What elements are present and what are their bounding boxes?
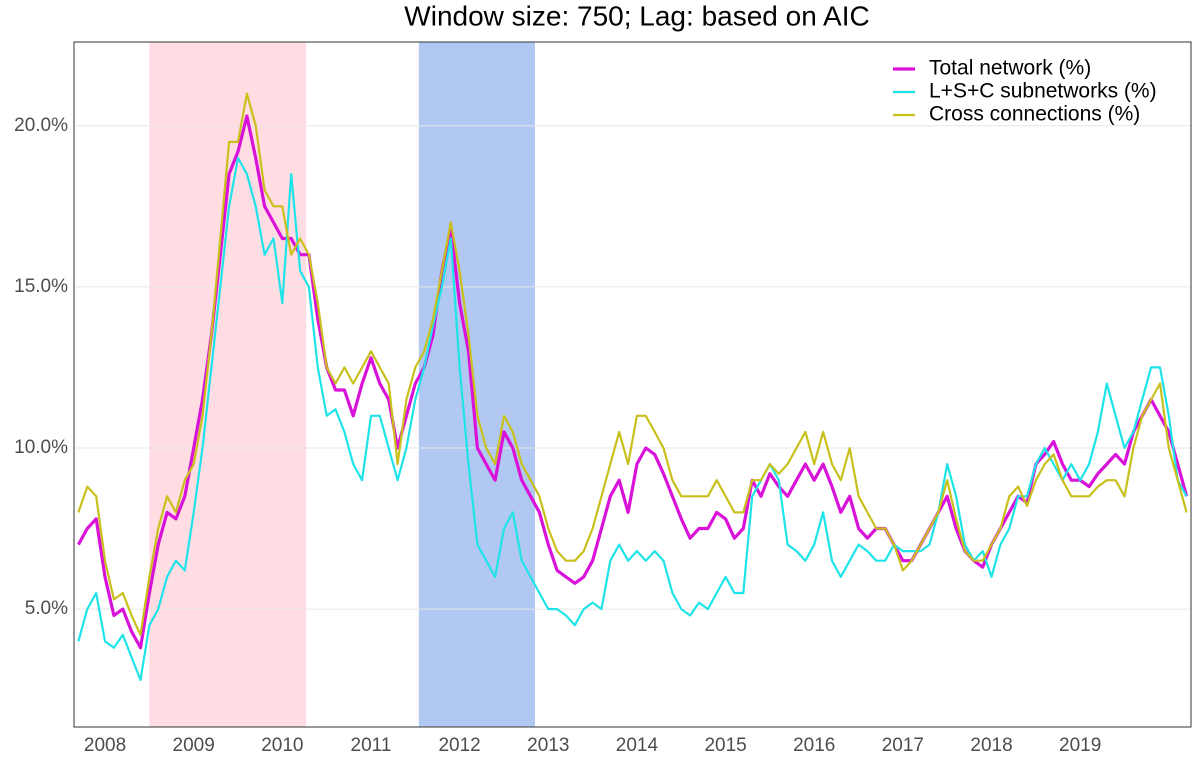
series-line bbox=[77, 92, 1188, 636]
chart-title: Window size: 750; Lag: based on AIC bbox=[404, 0, 869, 31]
x-tick-label: 2009 bbox=[173, 735, 215, 756]
x-tick-label: 2011 bbox=[351, 735, 392, 756]
legend-label: Cross connections (%) bbox=[929, 103, 1140, 126]
x-tick-label: 2010 bbox=[261, 735, 303, 756]
y-tick-label: 5.0% bbox=[25, 598, 68, 619]
x-tick-label: 2014 bbox=[616, 735, 659, 756]
plot-frame bbox=[73, 41, 1192, 728]
x-tick-label: 2012 bbox=[438, 735, 480, 756]
y-tick-label: 10.0% bbox=[14, 437, 68, 458]
legend-label: L+S+C subnetworks (%) bbox=[929, 80, 1157, 103]
y-tick-label: 20.0% bbox=[14, 115, 68, 136]
x-tick-label: 2018 bbox=[970, 735, 1012, 756]
y-tick-label: 15.0% bbox=[14, 276, 68, 297]
series-line bbox=[77, 156, 1188, 682]
x-tick-label: 2015 bbox=[704, 735, 746, 756]
shaded-period bbox=[418, 42, 535, 727]
x-tick-label: 2013 bbox=[527, 735, 569, 756]
x-tick-label: 2008 bbox=[84, 735, 126, 756]
legend-label: Total network (%) bbox=[929, 57, 1091, 80]
x-tick-label: 2017 bbox=[882, 735, 924, 756]
x-tick-label: 2016 bbox=[793, 735, 835, 756]
x-tick-label: 2019 bbox=[1059, 735, 1101, 756]
